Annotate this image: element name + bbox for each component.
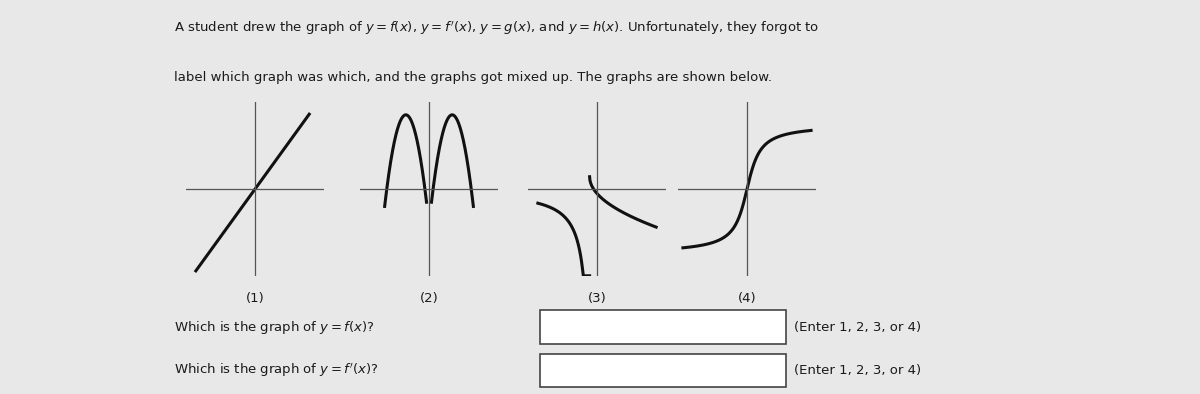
Text: (4): (4) — [738, 292, 756, 305]
Text: (Enter 1, 2, 3, or 4): (Enter 1, 2, 3, or 4) — [794, 364, 922, 377]
Text: (2): (2) — [420, 292, 438, 305]
Text: (3): (3) — [588, 292, 606, 305]
Text: Which is the graph of $y = f'(x)$?: Which is the graph of $y = f'(x)$? — [174, 362, 379, 379]
Text: (Enter 1, 2, 3, or 4): (Enter 1, 2, 3, or 4) — [794, 321, 922, 333]
Text: A student drew the graph of $y = f(x)$, $y = f'(x)$, $y = g(x)$, and $y = h(x)$.: A student drew the graph of $y = f(x)$, … — [174, 20, 820, 37]
Text: label which graph was which, and the graphs got mixed up. The graphs are shown b: label which graph was which, and the gra… — [174, 71, 772, 84]
Text: (1): (1) — [246, 292, 264, 305]
Text: Which is the graph of $y = f(x)$?: Which is the graph of $y = f(x)$? — [174, 318, 374, 336]
